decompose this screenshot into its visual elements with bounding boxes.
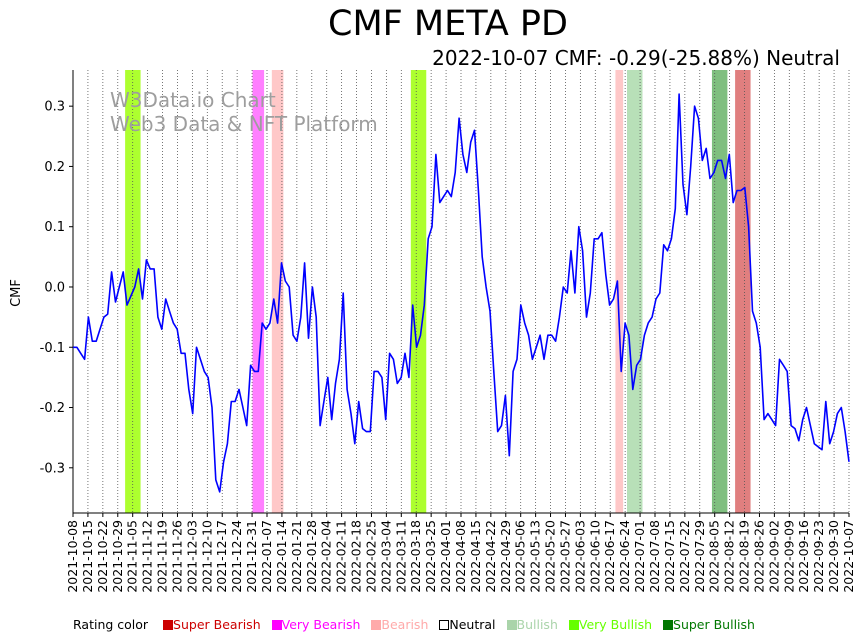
x-tick-label-23: 2022-03-18 [408, 520, 423, 593]
x-tick-label-48: 2022-09-09 [781, 520, 796, 593]
x-tick-label-41: 2022-07-22 [677, 520, 692, 593]
y-tick-label-6: 0.3 [44, 100, 65, 115]
x-tick-label-36: 2022-06-17 [602, 520, 617, 593]
y-tick-label-3: 0.0 [44, 280, 65, 295]
x-tick-label-6: 2021-11-19 [155, 520, 170, 593]
x-tick-label-33: 2022-05-27 [557, 520, 572, 593]
rating-bands [125, 70, 751, 513]
x-tick-label-11: 2021-12-24 [229, 520, 244, 593]
legend-swatch-2 [371, 620, 382, 630]
legend-label-3: Neutral [449, 617, 496, 632]
x-tick-label-14: 2022-01-14 [274, 520, 289, 593]
legend-swatch-6 [663, 620, 674, 630]
cmf-series-line-0 [73, 93, 850, 493]
x-tick-label-12: 2021-12-31 [244, 520, 259, 593]
x-tick-label-3: 2021-10-29 [110, 520, 125, 593]
x-tick-label-8: 2021-12-03 [184, 520, 199, 593]
legend-label-6: Super Bullish [673, 617, 755, 632]
legend-label-5: Very Bullish [578, 617, 653, 632]
x-tick-label-44: 2022-08-12 [722, 520, 737, 593]
rating-band-7 [735, 70, 751, 513]
x-tick-label-1: 2021-10-15 [80, 520, 95, 593]
rating-band-5 [627, 70, 643, 513]
legend-swatch-3 [439, 620, 450, 630]
x-tick-label-30: 2022-05-06 [513, 520, 528, 593]
x-tick-label-17: 2022-02-04 [319, 520, 334, 593]
x-tick-label-24: 2022-03-25 [423, 520, 438, 593]
legend-label-1: Very Bearish [281, 617, 361, 632]
rating-band-4 [615, 70, 624, 513]
x-tick-label-5: 2021-11-12 [140, 520, 155, 593]
x-tick-label-19: 2022-02-18 [349, 520, 364, 593]
rating-band-6 [711, 70, 728, 513]
rating-band-2 [271, 70, 284, 513]
watermark: W3Data.io Chart Web3 Data & NFT Platform [110, 88, 378, 136]
x-tick-label-4: 2021-11-05 [125, 520, 140, 593]
x-tick-label-43: 2022-08-05 [707, 520, 722, 593]
x-tick-label-39: 2022-07-08 [647, 520, 662, 593]
watermark-line-1: W3Data.io Chart [110, 88, 276, 112]
watermark-line-2: Web3 Data & NFT Platform [110, 112, 378, 136]
legend-prefix: Rating color [73, 617, 149, 632]
x-tick-label-52: 2022-10-07 [841, 520, 856, 593]
legend-swatch-0 [163, 620, 174, 630]
x-tick-label-21: 2022-03-04 [378, 520, 393, 593]
rating-band-1 [252, 70, 265, 513]
legend-label-2: Bearish [381, 617, 429, 632]
x-tick-label-16: 2022-01-28 [304, 520, 319, 593]
x-tick-label-18: 2022-02-11 [334, 520, 349, 593]
y-axis-ticks: -0.3 -0.2 -0.1 0.0 0.1 0.2 0.3 [40, 100, 73, 476]
y-tick-label-4: 0.1 [44, 220, 65, 235]
x-tick-label-35: 2022-06-10 [587, 520, 602, 593]
x-tick-label-0: 2021-10-08 [65, 520, 80, 593]
chart-subtitle: 2022-10-07 CMF: -0.29(-25.88%) Neutral [432, 46, 840, 70]
x-tick-label-25: 2022-04-01 [438, 520, 453, 593]
x-tick-label-15: 2022-01-21 [289, 520, 304, 593]
x-tick-label-2: 2021-10-22 [95, 520, 110, 593]
x-tick-label-47: 2022-09-02 [766, 520, 781, 593]
y-axis-label: CMF [9, 279, 24, 307]
chart-title: CMF META PD [328, 4, 568, 44]
x-tick-label-50: 2022-09-23 [811, 520, 826, 593]
legend-label-4: Bullish [516, 617, 558, 632]
vertical-gridlines [72, 70, 850, 513]
x-tick-label-34: 2022-06-03 [572, 520, 587, 593]
x-tick-label-42: 2022-07-29 [692, 520, 707, 593]
x-tick-label-51: 2022-09-30 [826, 520, 841, 593]
legend-swatch-4 [506, 620, 517, 630]
x-tick-label-37: 2022-06-24 [617, 520, 632, 593]
x-tick-label-26: 2022-04-08 [453, 520, 468, 593]
x-tick-label-29: 2022-04-29 [498, 520, 513, 593]
x-tick-label-9: 2021-12-10 [199, 520, 214, 593]
x-axis-ticks: 2021-10-08 2021-10-15 2021-10-22 2021-10-29… [65, 513, 856, 593]
y-tick-label-5: 0.2 [44, 160, 65, 175]
x-tick-label-49: 2022-09-16 [796, 520, 811, 593]
legend-swatch-1 [271, 620, 282, 630]
legend-label-0: Super Bearish [173, 617, 261, 632]
x-tick-label-27: 2022-04-15 [468, 520, 483, 593]
y-tick-label-2: -0.1 [40, 341, 65, 356]
x-tick-label-38: 2022-07-01 [632, 520, 647, 593]
x-tick-label-10: 2021-12-17 [214, 520, 229, 593]
x-tick-label-32: 2022-05-20 [543, 520, 558, 593]
x-tick-label-46: 2022-08-26 [751, 520, 766, 593]
legend-swatch-5 [568, 620, 579, 630]
x-tick-label-20: 2022-02-25 [363, 520, 378, 593]
x-tick-label-13: 2022-01-07 [259, 520, 274, 593]
rating-legend: Rating color Super Bearish Very Bearish Be… [73, 617, 755, 632]
x-tick-label-22: 2022-03-11 [393, 520, 408, 593]
x-tick-label-40: 2022-07-15 [662, 520, 677, 593]
x-tick-label-45: 2022-08-19 [737, 520, 752, 593]
x-tick-label-7: 2021-11-26 [169, 520, 184, 593]
series-layer [73, 93, 850, 493]
x-tick-label-28: 2022-04-22 [483, 520, 498, 593]
y-tick-label-1: -0.2 [40, 401, 65, 416]
x-tick-label-31: 2022-05-13 [528, 520, 543, 593]
y-tick-label-0: -0.3 [40, 461, 65, 476]
rating-band-3 [410, 70, 427, 513]
